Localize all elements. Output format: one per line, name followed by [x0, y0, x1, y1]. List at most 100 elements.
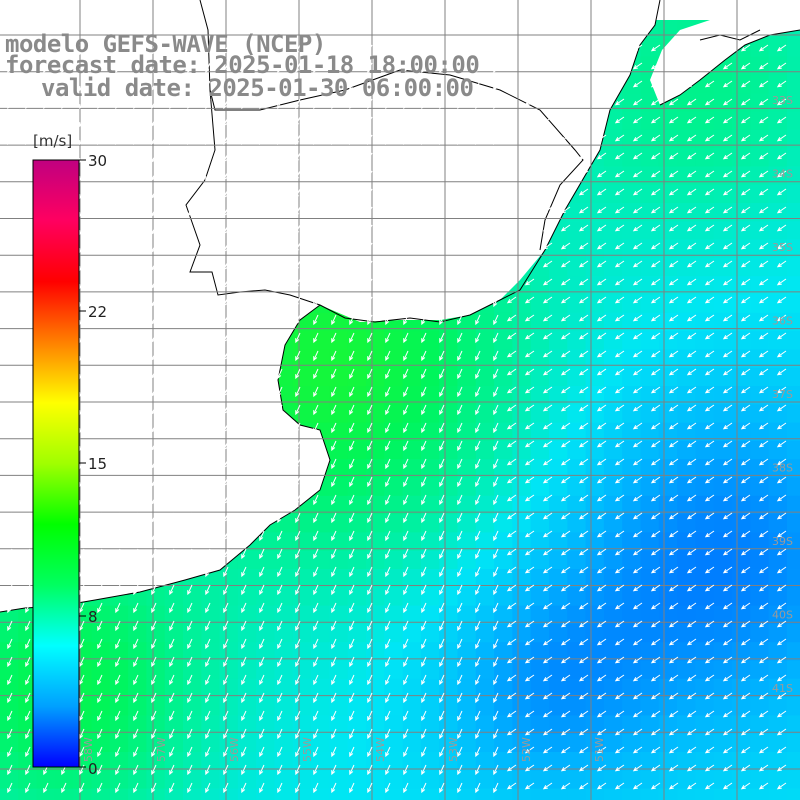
wind-cell — [366, 788, 385, 800]
wind-cell — [695, 788, 715, 800]
wind-cell — [292, 550, 312, 570]
wind-arrow — [223, 620, 229, 632]
wind-cell — [512, 715, 532, 735]
wind-arrow — [758, 674, 769, 682]
wind-cell — [549, 587, 568, 607]
wind-cell — [567, 587, 587, 607]
wind-cell — [750, 532, 770, 552]
wind-arrow — [403, 710, 409, 722]
wind-arrow — [596, 458, 607, 466]
wind-arrow — [596, 314, 607, 322]
wind-arrow — [632, 746, 643, 754]
wind-arrow — [313, 242, 319, 254]
wind-arrow — [560, 260, 571, 268]
wind-cell — [420, 788, 440, 800]
wind-arrow — [776, 440, 787, 448]
wind-arrow — [97, 728, 103, 740]
wind-arrow — [614, 206, 625, 214]
wind-cell — [18, 660, 38, 680]
wind-arrow — [295, 746, 301, 758]
wind-arrow — [614, 710, 625, 718]
wind-arrow — [331, 476, 337, 488]
wind-cell — [311, 678, 330, 698]
wind-arrow — [7, 188, 13, 200]
wind-arrow — [349, 656, 355, 668]
wind-cell — [622, 660, 642, 680]
wind-arrow — [722, 98, 733, 106]
wind-arrow — [650, 224, 661, 232]
wind-arrow — [259, 440, 265, 452]
wind-arrow — [79, 656, 85, 668]
wind-cell — [677, 587, 696, 607]
wind-arrow — [205, 170, 211, 182]
wind-cell — [439, 587, 459, 607]
wind-cell — [402, 331, 422, 350]
wind-arrow — [596, 44, 607, 52]
wind-arrow — [475, 728, 481, 740]
wind-arrow — [439, 530, 445, 542]
wind-arrow — [241, 458, 247, 470]
wind-arrow — [331, 350, 337, 362]
wind-arrow — [542, 62, 553, 70]
wind-arrow — [25, 548, 31, 560]
wind-arrow — [277, 296, 283, 308]
wind-cell — [750, 733, 770, 753]
wind-arrow — [439, 494, 445, 506]
wind-arrow — [475, 764, 481, 776]
wind-arrow — [349, 422, 355, 434]
wind-cell — [475, 587, 495, 607]
wind-arrow — [457, 764, 463, 776]
wind-arrow — [277, 386, 283, 398]
wind-cell — [695, 715, 715, 735]
wind-cell — [603, 788, 623, 800]
wind-arrow — [223, 692, 229, 704]
wind-arrow — [313, 566, 319, 578]
wind-arrow — [295, 512, 301, 524]
wind-arrow — [133, 584, 139, 596]
wind-cell — [658, 788, 678, 800]
wind-arrow — [259, 692, 265, 704]
wind-cell — [549, 623, 568, 643]
wind-arrow — [542, 152, 553, 160]
wind-arrow — [614, 62, 625, 70]
wind-arrow — [776, 656, 787, 664]
wind-cell — [695, 660, 715, 680]
wind-cell — [347, 660, 367, 680]
wind-arrow — [493, 116, 499, 128]
wind-arrow — [295, 602, 301, 614]
wind-arrow — [169, 152, 175, 164]
wind-arrow — [650, 80, 661, 88]
wind-arrow — [367, 62, 373, 74]
wind-arrow — [295, 674, 301, 686]
wind-arrow — [506, 638, 517, 646]
wind-arrow — [25, 458, 31, 470]
wind-arrow — [169, 134, 175, 146]
wind-cell — [640, 532, 660, 552]
wind-cell — [677, 111, 696, 131]
wind-arrow — [25, 566, 31, 578]
wind-cell — [585, 276, 605, 296]
wind-arrow — [43, 80, 49, 92]
wind-arrow — [331, 674, 337, 686]
wind-arrow — [349, 296, 355, 308]
wind-cell — [768, 386, 788, 405]
wind-arrow — [403, 764, 409, 776]
wind-cell — [237, 788, 257, 800]
wind-cell — [786, 257, 800, 277]
wind-cell — [603, 715, 623, 735]
wind-arrow — [97, 620, 103, 632]
wind-arrow — [776, 332, 787, 340]
wind-arrow — [187, 386, 193, 398]
wind-cell — [128, 642, 147, 662]
wind-arrow — [506, 620, 517, 628]
wind-arrow — [722, 134, 733, 142]
wind-cell — [402, 495, 422, 515]
wind-arrow — [313, 62, 319, 74]
wind-arrow — [223, 224, 229, 236]
wind-cell — [750, 678, 770, 698]
wind-arrow — [439, 116, 445, 128]
wind-arrow — [475, 332, 481, 344]
wind-arrow — [457, 188, 463, 200]
wind-arrow — [686, 764, 697, 772]
wind-arrow — [259, 764, 265, 776]
